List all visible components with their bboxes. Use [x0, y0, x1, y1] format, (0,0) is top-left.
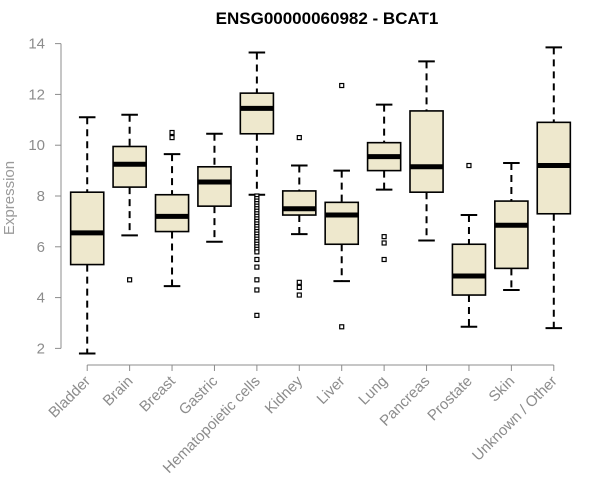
- y-tick-label: 4: [37, 290, 45, 307]
- outlier-point: [254, 264, 260, 270]
- box-kidney: [281, 134, 317, 298]
- chart-title: ENSG00000060982 - BCAT1: [216, 9, 439, 28]
- iqr-box: [197, 165, 232, 207]
- outlier-point: [381, 234, 387, 240]
- box-lung: [366, 103, 402, 263]
- x-tick-label: Prostate: [424, 373, 476, 425]
- box-brain: [112, 113, 147, 283]
- outlier-point: [296, 134, 302, 141]
- box-liver: [324, 82, 360, 330]
- y-tick-label: 14: [28, 36, 45, 53]
- iqr-box: [409, 110, 444, 193]
- x-tick-label: Liver: [314, 373, 349, 408]
- y-tick-label: 6: [37, 239, 45, 256]
- x-tick-label: Skin: [486, 373, 519, 406]
- outlier-point: [169, 129, 175, 136]
- outlier-point: [296, 279, 302, 285]
- iqr-box: [112, 145, 147, 188]
- y-tick-label: 2: [37, 340, 45, 357]
- y-tick-label: 12: [28, 86, 45, 103]
- x-tick-label: Breast: [136, 372, 179, 415]
- iqr-box: [451, 243, 487, 296]
- outlier-point: [381, 256, 387, 263]
- y-tick-label: 10: [28, 137, 45, 154]
- box-bladder: [69, 116, 105, 355]
- outlier-point: [254, 249, 260, 255]
- box-pancreas: [409, 60, 444, 242]
- iqr-box: [494, 200, 529, 270]
- outlier-point: [254, 256, 260, 263]
- outlier-point: [381, 240, 387, 246]
- outlier-point: [296, 292, 302, 298]
- iqr-box: [239, 92, 275, 135]
- box-hematopoietic-cells: [239, 51, 275, 318]
- outlier-point: [339, 324, 345, 330]
- iqr-box: [324, 201, 360, 246]
- x-tick-label: Kidney: [262, 372, 307, 417]
- box-prostate: [451, 162, 487, 328]
- iqr-box: [154, 193, 190, 233]
- outlier-point: [466, 162, 472, 169]
- x-tick-label: Bladder: [45, 373, 94, 422]
- box-unknown-other: [536, 46, 572, 330]
- iqr-box: [281, 190, 317, 216]
- outlier-point: [127, 277, 133, 283]
- outlier-point: [339, 82, 345, 89]
- outlier-point: [296, 284, 302, 291]
- outlier-point: [254, 312, 260, 318]
- x-tick-label: Lung: [355, 373, 391, 409]
- x-tick-label: Brain: [100, 373, 137, 410]
- y-axis: 2 4 6 8 10 12 14: [28, 36, 62, 357]
- outlier-point: [254, 287, 260, 293]
- y-tick-label: 8: [37, 188, 45, 205]
- iqr-box: [536, 121, 572, 215]
- box-gastric: [197, 132, 232, 243]
- iqr-box: [69, 191, 105, 266]
- outlier-point: [254, 277, 260, 283]
- outlier-point: [169, 134, 175, 141]
- box-breast: [154, 129, 190, 288]
- plot-area: [69, 46, 572, 355]
- y-axis-label: Expression: [1, 161, 18, 235]
- box-skin: [494, 161, 529, 291]
